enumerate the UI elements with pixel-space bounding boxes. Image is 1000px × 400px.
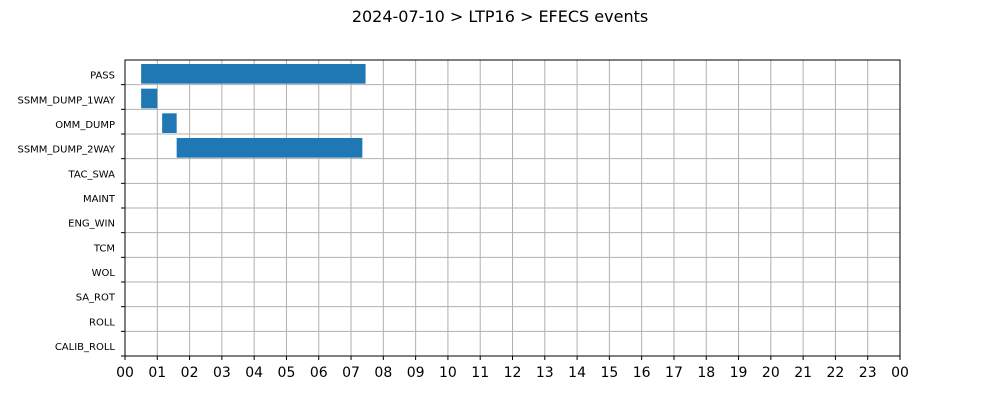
x-tick-label: 04 — [245, 365, 263, 381]
grid — [124, 60, 901, 356]
y-tick-label: ENG_WIN — [68, 219, 115, 230]
x-tick-label: 08 — [374, 365, 392, 381]
x-tick-label: 01 — [148, 365, 166, 381]
y-tick-label: SA_ROT — [76, 293, 116, 304]
x-tick-label: 02 — [181, 365, 199, 381]
y-tick-label: ROLL — [89, 317, 115, 328]
x-tick-label: 10 — [439, 365, 457, 381]
x-tick-label: 17 — [665, 365, 683, 381]
y-tick-label: TCM — [93, 243, 115, 254]
event-bar — [141, 64, 366, 84]
x-tick-label: 00 — [116, 365, 134, 381]
event-bar — [162, 113, 177, 133]
x-tick-label: 21 — [794, 365, 812, 381]
x-tick-label: 12 — [504, 365, 522, 381]
event-bar — [176, 138, 363, 158]
y-axis: PASS SSMM_DUMP_1WAY OMM_DUMP SSMM_DUMP_2WAY… — [17, 71, 125, 357]
x-tick-label: 06 — [310, 365, 328, 381]
event-bar — [141, 88, 158, 109]
y-tick-label: PASS — [90, 71, 115, 82]
x-tick-label: 22 — [827, 365, 845, 381]
x-tick-label: 14 — [568, 365, 586, 381]
chart-title: 2024-07-10 > LTP16 > EFECS events — [352, 7, 648, 26]
x-tick-label: 13 — [536, 365, 554, 381]
x-tick-label: 23 — [859, 365, 877, 381]
x-axis: 00 01 02 03 04 05 06 07 08 09 10 11 12 13 14 15 16 17 18 19… — [116, 356, 909, 381]
x-tick-label: 03 — [213, 365, 231, 381]
y-tick-label: SSMM_DUMP_1WAY — [17, 95, 115, 106]
x-tick-label: 00 — [891, 365, 909, 381]
x-tick-label: 15 — [600, 365, 618, 381]
y-tick-label: TAC_SWA — [67, 169, 115, 180]
y-tick-label: MAINT — [83, 194, 116, 205]
x-tick-label: 16 — [633, 365, 651, 381]
y-tick-label: OMM_DUMP — [55, 120, 115, 131]
x-tick-label: 19 — [730, 365, 748, 381]
x-tick-label: 05 — [278, 365, 296, 381]
bars — [141, 64, 366, 158]
x-tick-label: 11 — [471, 365, 489, 381]
y-tick-label: WOL — [92, 268, 116, 279]
x-tick-label: 09 — [407, 365, 425, 381]
x-tick-label: 18 — [697, 365, 715, 381]
y-tick-label: SSMM_DUMP_2WAY — [17, 145, 115, 156]
y-tick-label: CALIB_ROLL — [55, 342, 116, 353]
x-tick-label: 20 — [762, 365, 780, 381]
x-tick-label: 07 — [342, 365, 360, 381]
